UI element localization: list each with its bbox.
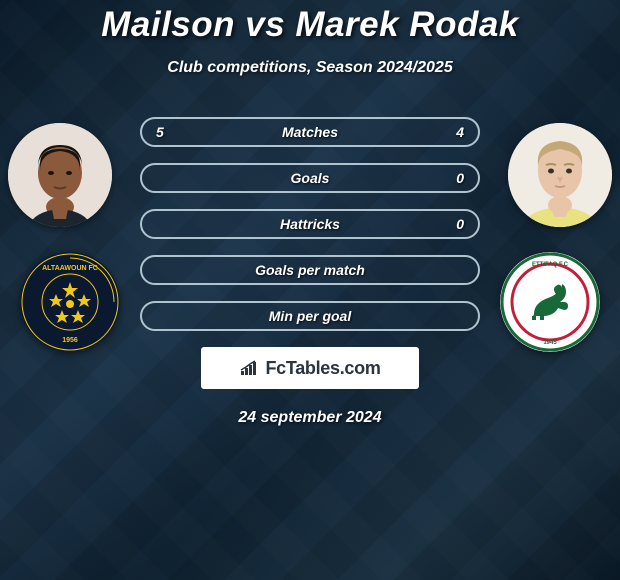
stat-row-min-per-goal: Min per goal	[140, 301, 480, 331]
brand-text: FcTables.com	[265, 358, 380, 379]
stat-label: Matches	[282, 124, 338, 140]
stat-row-goals: Goals 0	[140, 163, 480, 193]
stat-right-value: 0	[444, 170, 464, 186]
stat-left-value: 5	[156, 124, 176, 140]
svg-text:1945: 1945	[543, 340, 557, 346]
svg-text:1956: 1956	[62, 337, 78, 344]
stat-row-goals-per-match: Goals per match	[140, 255, 480, 285]
stats-area: 5 Matches 4 Goals 0 Hattricks 0 Goals pe…	[0, 117, 620, 331]
main-title: Mailson vs Marek Rodak	[0, 5, 620, 45]
stat-label: Hattricks	[280, 216, 340, 232]
comparison-card: Mailson vs Marek Rodak Club competitions…	[0, 0, 620, 580]
chart-icon	[239, 359, 261, 377]
stat-right-value: 4	[444, 124, 464, 140]
content-area: Mailson vs Marek Rodak Club competitions…	[0, 0, 620, 580]
brand-box: FcTables.com	[201, 347, 419, 389]
date-text: 24 september 2024	[0, 409, 620, 427]
stat-row-matches: 5 Matches 4	[140, 117, 480, 147]
stat-label: Goals	[291, 170, 330, 186]
stat-label: Min per goal	[269, 308, 351, 324]
stat-right-value: 0	[444, 216, 464, 232]
subtitle: Club competitions, Season 2024/2025	[0, 59, 620, 77]
stat-row-hattricks: Hattricks 0	[140, 209, 480, 239]
stat-label: Goals per match	[255, 262, 365, 278]
